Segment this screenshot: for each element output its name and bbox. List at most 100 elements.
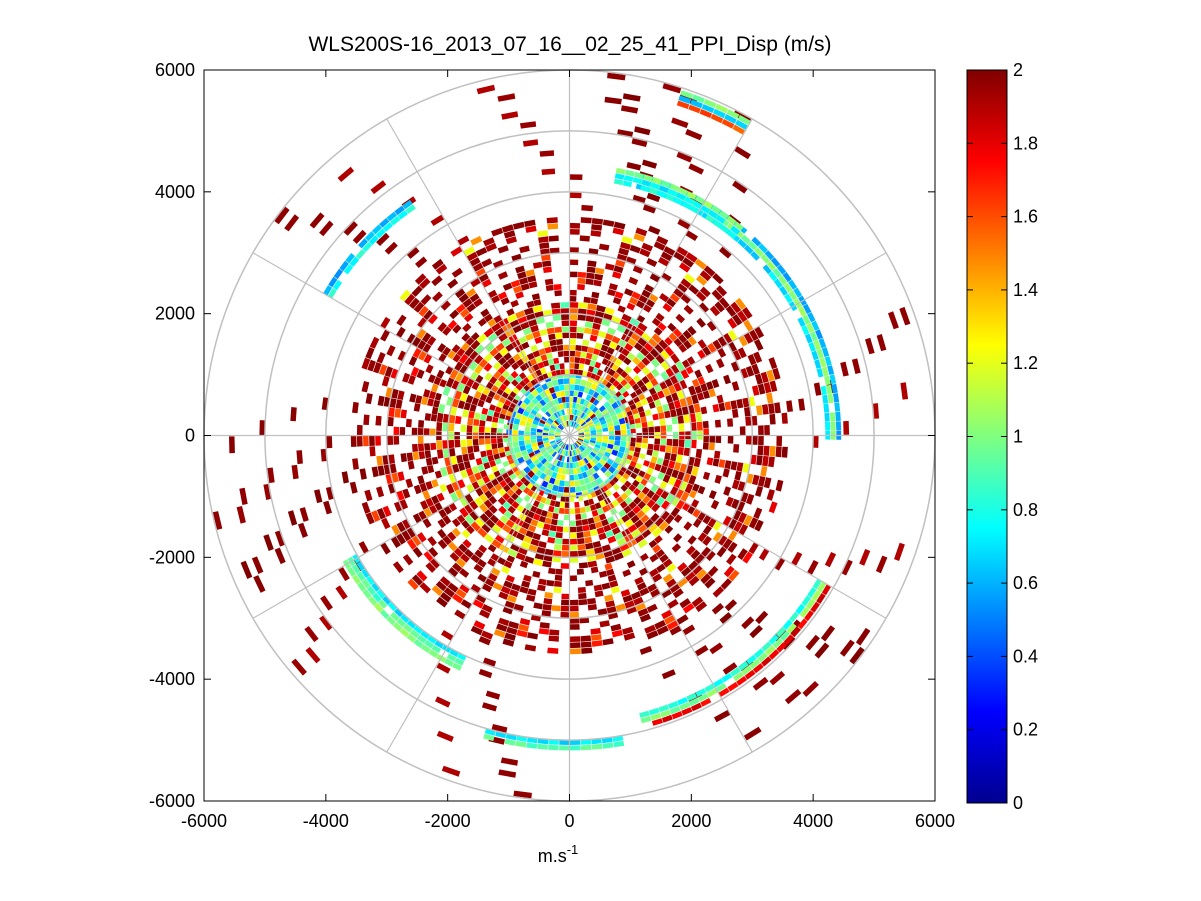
data-cell-outer [337, 166, 355, 182]
data-cell-center [589, 427, 596, 431]
data-cell-inner-outer [637, 608, 649, 617]
data-cell-center [522, 454, 530, 462]
data-cell-middle [622, 473, 630, 480]
data-cell-north-arc [727, 230, 737, 240]
data-cell-southeast-arc [753, 648, 765, 659]
data-cell-inner-outer [716, 546, 727, 558]
data-cell-inner-outer [356, 436, 363, 447]
colorbar-tick-label: 1.4 [1013, 280, 1038, 300]
data-cell-middle [486, 415, 493, 422]
data-cell-inner-outer [363, 414, 370, 425]
data-cell-inner-outer [451, 267, 463, 278]
data-cell-center [550, 441, 557, 446]
data-cell-center [585, 381, 593, 389]
data-cell-inner-outer [493, 629, 506, 638]
data-cell-middle [503, 484, 511, 493]
data-cell-north-arc [708, 209, 718, 219]
data-cell-southeast-arc [779, 630, 790, 642]
data-cell-inner-outer [718, 297, 730, 309]
data-cell-inner-outer [365, 512, 375, 525]
data-cell-middle [562, 538, 570, 545]
data-cell-middle [621, 348, 630, 357]
data-cell-inner-outer [472, 262, 484, 272]
data-cell-outer [752, 676, 769, 691]
data-cell-middle [631, 456, 639, 463]
data-cell-middle [498, 447, 505, 453]
data-cell-inner-outer [736, 462, 744, 472]
data-cell-inner-outer [608, 283, 618, 291]
data-cell-middle [684, 483, 694, 494]
data-cell-center [574, 423, 580, 429]
data-cell-inner-outer [720, 578, 732, 590]
data-cell-outer [384, 241, 398, 255]
data-cell-inner-outer [635, 300, 645, 309]
data-cell-center [547, 456, 554, 463]
data-cell-inner-outer [577, 284, 585, 291]
data-cell-center [573, 409, 578, 416]
data-cell-center [596, 432, 603, 436]
data-cell-inner-outer [487, 318, 497, 328]
data-cell-inner-outer [448, 567, 459, 578]
data-cell-middle [588, 365, 595, 373]
data-cell-center [575, 486, 582, 493]
data-cell-outer [320, 448, 328, 462]
data-cell-inner-outer [421, 332, 432, 343]
data-cell-center [565, 444, 568, 450]
data-cell-north-arc [694, 195, 705, 205]
data-cell-middle [548, 530, 556, 538]
data-cell-middle [605, 374, 612, 382]
data-cell-inner-outer [377, 465, 385, 476]
data-cell-inner-outer [422, 343, 432, 354]
data-cell-inner-outer [483, 237, 495, 247]
data-cell-middle [502, 403, 510, 411]
data-cell-inner-outer [685, 252, 698, 263]
data-cell-middle [553, 357, 560, 364]
data-cell-outer [685, 129, 703, 141]
data-cell-inner-outer [691, 378, 700, 388]
data-cell-center [543, 440, 550, 444]
data-cell-middle [526, 374, 534, 382]
data-cell-middle [619, 476, 627, 484]
data-cell-center [608, 397, 616, 405]
data-cell-middle [680, 491, 690, 502]
data-cell-center [574, 455, 578, 462]
data-cell-center [581, 443, 588, 448]
data-cell-middle [520, 321, 530, 330]
data-cell-outer [648, 225, 661, 235]
data-cell-north-arc [710, 205, 721, 214]
data-cell-center [548, 386, 556, 394]
data-cell-middle [628, 446, 635, 452]
data-cell-north-arc [613, 178, 624, 186]
data-cell-center [586, 401, 593, 409]
data-cell-inner-outer [531, 293, 540, 301]
data-cell-middle [668, 401, 676, 411]
data-cell-inner-outer [417, 428, 424, 436]
data-cell-center [551, 443, 558, 448]
data-cell-center [604, 392, 612, 401]
data-cell-middle [451, 481, 460, 492]
data-cell-inner-outer [500, 297, 510, 306]
data-cell-inner-outer [742, 307, 753, 319]
data-cell-middle [607, 535, 617, 544]
data-cell-middle [499, 383, 507, 392]
data-cell-inner-outer [544, 278, 554, 286]
data-cell-middle [448, 414, 456, 424]
data-cell-inner-outer [456, 348, 466, 357]
data-cell-inner-outer [402, 554, 414, 566]
data-cell-center [585, 455, 592, 462]
data-cell-middle [538, 515, 546, 523]
data-cell-center [535, 452, 543, 459]
data-cell-inner-outer [764, 425, 770, 435]
data-cell-inner-outer [422, 518, 432, 529]
data-cell-inner-outer [405, 478, 414, 488]
data-cell-inner-outer [772, 367, 781, 380]
data-cell-middle [506, 374, 515, 383]
data-cell-southeast-arc [704, 683, 716, 693]
data-cell-middle [474, 344, 485, 354]
data-cell-center [555, 436, 561, 439]
data-cell-inner-outer [388, 407, 395, 417]
data-cell-middle [507, 548, 518, 558]
data-cell-inner-outer [453, 547, 464, 558]
data-cell-inner-outer [740, 492, 749, 503]
data-cell-middle [499, 413, 506, 420]
